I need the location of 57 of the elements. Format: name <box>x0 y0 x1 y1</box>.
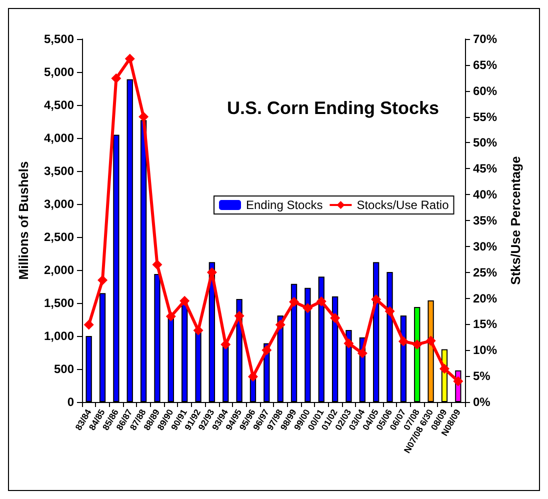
y-tick-label: 2,000 <box>44 263 74 277</box>
point <box>166 311 176 322</box>
point <box>398 336 408 346</box>
y-tick-label: 1,500 <box>44 296 74 310</box>
text: U.S. Corn Ending Stocks <box>226 98 440 118</box>
y-axis-title: Millions of Bushels <box>16 161 31 280</box>
point <box>111 73 122 84</box>
point <box>84 320 94 330</box>
point <box>384 306 395 316</box>
y2-tick-label: 55% <box>473 110 498 124</box>
y2-tick-label: 70% <box>473 32 498 46</box>
point <box>453 376 464 386</box>
point <box>371 294 382 304</box>
point <box>152 260 162 270</box>
y2-tick-label: 30% <box>473 239 498 254</box>
point <box>412 339 422 350</box>
y2-tick-label: 50% <box>473 136 498 150</box>
point <box>98 275 108 286</box>
point <box>138 112 149 122</box>
point <box>124 54 135 64</box>
y2-tick-label: 25% <box>473 265 498 280</box>
y2-tick-label: 0% <box>473 395 491 409</box>
point <box>316 296 326 306</box>
legend-label: Ending Stocks <box>246 198 323 212</box>
y2-tick-label: 60% <box>473 84 498 98</box>
point <box>193 325 204 336</box>
y-tick-label: 1,000 <box>44 329 74 343</box>
point <box>248 372 258 382</box>
point <box>439 364 450 374</box>
y2-tick-label: 40% <box>473 188 498 202</box>
point <box>262 345 272 356</box>
y-tick-label: 5,500 <box>44 32 74 46</box>
y2-tick-label: 5% <box>473 369 491 384</box>
y-tick-label: 500 <box>54 362 74 376</box>
point <box>330 312 340 323</box>
y-tick-label: 0 <box>67 395 74 409</box>
y2-tick-label: 20% <box>473 291 498 306</box>
y-tick-label: 2,500 <box>44 230 74 244</box>
point <box>357 348 368 358</box>
y2-tick-label: 10% <box>473 343 498 358</box>
point <box>180 296 190 306</box>
y2-axis-title: Stks/Use Percentage <box>508 156 523 285</box>
y2-tick-label: 15% <box>473 317 498 332</box>
y-tick-label: 5,000 <box>44 65 74 79</box>
legend-label: Stocks/Use Ratio <box>356 198 450 212</box>
y-tick-label: 4,000 <box>44 131 74 145</box>
y2-tick-label: 45% <box>473 162 498 176</box>
y2-tick-label: 35% <box>473 214 498 228</box>
y-tick-label: 3,500 <box>44 164 74 178</box>
point <box>275 320 286 330</box>
point <box>289 296 300 307</box>
y-tick-label: 4,500 <box>44 98 74 112</box>
y2-tick-label: 65% <box>473 58 498 72</box>
point <box>302 303 313 314</box>
y-tick-label: 3,000 <box>44 197 74 211</box>
point <box>426 336 436 346</box>
point <box>344 338 354 348</box>
